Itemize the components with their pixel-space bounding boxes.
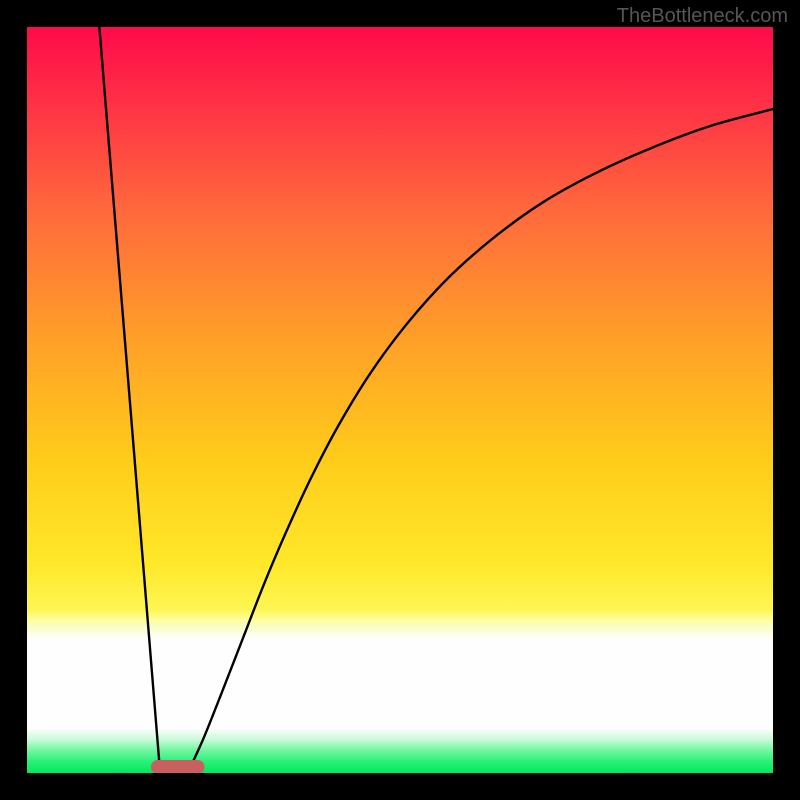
watermark-text: TheBottleneck.com xyxy=(617,5,788,28)
chart-svg xyxy=(0,0,800,800)
bottleneck-chart: TheBottleneck.com xyxy=(0,0,800,800)
